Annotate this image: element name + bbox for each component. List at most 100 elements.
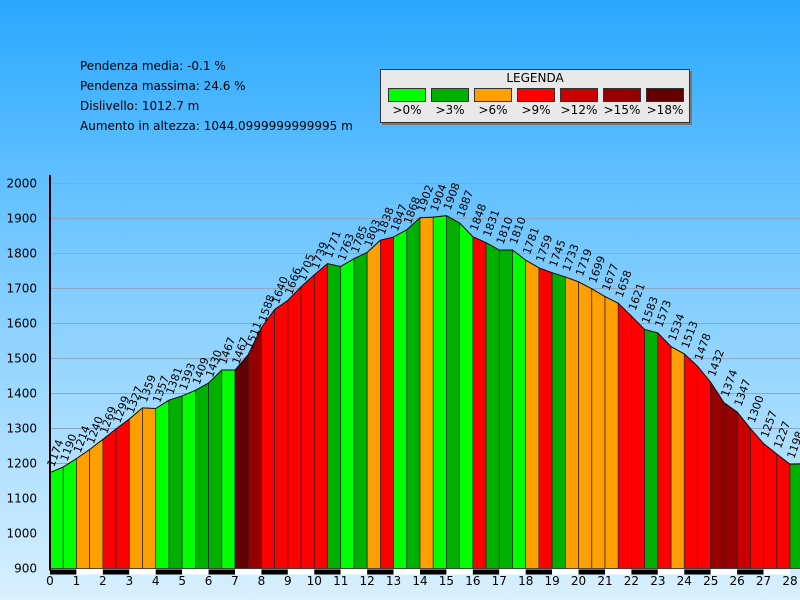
x-tick-label: 16 bbox=[465, 574, 480, 588]
stats-panel: Pendenza media: -0.1 % Pendenza massima:… bbox=[80, 56, 353, 136]
y-tick-label: 1500 bbox=[6, 352, 37, 366]
x-tick-label: 6 bbox=[205, 574, 213, 588]
x-tick-label: 28 bbox=[782, 574, 797, 588]
x-tick-label: 23 bbox=[650, 574, 665, 588]
profile-line bbox=[49, 215, 800, 474]
profile-segment bbox=[340, 258, 355, 569]
elevation-label: 1432 bbox=[705, 348, 727, 379]
x-axis-band-segment bbox=[76, 569, 103, 575]
legend-item: >9% bbox=[516, 88, 556, 117]
x-tick-label: 18 bbox=[518, 574, 533, 588]
profile-segment bbox=[155, 399, 170, 569]
legend-item: >6% bbox=[473, 88, 513, 117]
profile-segment bbox=[472, 236, 487, 569]
profile-segment bbox=[525, 259, 540, 569]
profile-segment bbox=[565, 276, 579, 569]
x-axis-band-segment bbox=[261, 569, 288, 575]
profile-segment bbox=[247, 327, 262, 569]
x-axis-band-segment bbox=[235, 569, 262, 575]
profile-segment bbox=[89, 438, 104, 569]
x-tick-label: 5 bbox=[178, 574, 186, 588]
x-tick-label: 26 bbox=[730, 574, 745, 588]
profile-segment bbox=[287, 285, 302, 569]
profile-segment bbox=[208, 369, 223, 569]
x-axis-band-segment bbox=[420, 569, 447, 575]
profile-segment bbox=[432, 215, 447, 569]
profile-segment bbox=[512, 249, 527, 569]
profile-segment bbox=[498, 249, 513, 569]
x-tick-label: 19 bbox=[545, 574, 560, 588]
profile-segment bbox=[644, 328, 659, 569]
x-axis-band-segment bbox=[102, 569, 130, 575]
legend-label: >0% bbox=[392, 103, 422, 117]
legend-swatch bbox=[431, 88, 469, 102]
profile-segment bbox=[683, 353, 698, 569]
profile-segment bbox=[538, 267, 553, 569]
profile-segment bbox=[723, 401, 738, 569]
legend-label: >6% bbox=[478, 103, 508, 117]
x-axis-band-segment bbox=[314, 569, 341, 575]
x-tick-label: 11 bbox=[333, 574, 348, 588]
legend-swatch bbox=[474, 88, 512, 102]
x-tick-label: 9 bbox=[284, 574, 292, 588]
x-tick-label: 27 bbox=[756, 574, 771, 588]
x-axis-band-segment bbox=[684, 569, 711, 575]
x-axis-band-segment bbox=[393, 569, 420, 575]
elevation-difference-text: Dislivello: 1012.7 m bbox=[80, 99, 200, 113]
average-gradient-text: Pendenza media: -0.1 % bbox=[80, 59, 226, 73]
max-gradient-text: Pendenza massima: 24.6 % bbox=[80, 79, 246, 93]
x-tick-label: 20 bbox=[571, 574, 586, 588]
profile-segment bbox=[366, 239, 381, 569]
x-axis-band-segment bbox=[340, 569, 368, 575]
x-axis-band-segment bbox=[50, 569, 77, 575]
profile-segment bbox=[380, 236, 394, 569]
x-axis-band-segment bbox=[499, 569, 526, 575]
profile-segment bbox=[300, 274, 315, 569]
profile-segment bbox=[234, 353, 249, 569]
x-axis-band-segment bbox=[367, 569, 394, 575]
profile-segment bbox=[446, 215, 460, 569]
legend-item: >3% bbox=[430, 88, 470, 117]
profile-segment bbox=[419, 216, 434, 569]
elevation-gain-text: Aumento in altezza: 1044.0999999999995 m bbox=[80, 119, 353, 133]
legend-swatch bbox=[517, 88, 555, 102]
x-axis-band-segment bbox=[208, 569, 235, 575]
x-axis-band-segment bbox=[657, 569, 685, 575]
profile-segment bbox=[604, 295, 619, 569]
profile-segment bbox=[261, 308, 275, 569]
profile-segment bbox=[750, 427, 764, 569]
profile-segment bbox=[736, 411, 751, 569]
profile-segment bbox=[459, 222, 474, 569]
x-tick-label: 17 bbox=[492, 574, 507, 588]
legend-swatch bbox=[388, 88, 426, 102]
y-tick-label: 2000 bbox=[6, 177, 37, 191]
x-tick-label: 12 bbox=[360, 574, 375, 588]
profile-segment bbox=[657, 332, 672, 569]
profile-segment bbox=[102, 428, 117, 569]
legend-swatch bbox=[560, 88, 598, 102]
x-tick-label: 4 bbox=[152, 574, 160, 588]
profile-segment bbox=[168, 395, 183, 569]
profile-segment bbox=[406, 217, 421, 569]
x-tick-label: 22 bbox=[624, 574, 639, 588]
x-tick-label: 0 bbox=[46, 574, 54, 588]
x-axis-band-segment bbox=[552, 569, 579, 575]
legend-label: >3% bbox=[435, 103, 465, 117]
profile-segment bbox=[313, 262, 328, 569]
profile-segment bbox=[221, 369, 236, 569]
legend-label: >15% bbox=[603, 103, 641, 117]
x-tick-label: 21 bbox=[597, 574, 612, 588]
x-axis-band-segment bbox=[182, 569, 209, 575]
profile-segment bbox=[128, 407, 143, 569]
legend-item: >12% bbox=[559, 88, 599, 117]
profile-segment bbox=[670, 346, 685, 569]
x-tick-label: 3 bbox=[125, 574, 133, 588]
x-tick-label: 13 bbox=[386, 574, 401, 588]
profile-segment bbox=[76, 448, 90, 569]
legend-swatch bbox=[646, 88, 684, 102]
profile-segment bbox=[393, 229, 408, 569]
y-tick-label: 1100 bbox=[6, 492, 37, 506]
y-tick-label: 1200 bbox=[6, 457, 37, 471]
x-axis-band-segment bbox=[287, 569, 315, 575]
